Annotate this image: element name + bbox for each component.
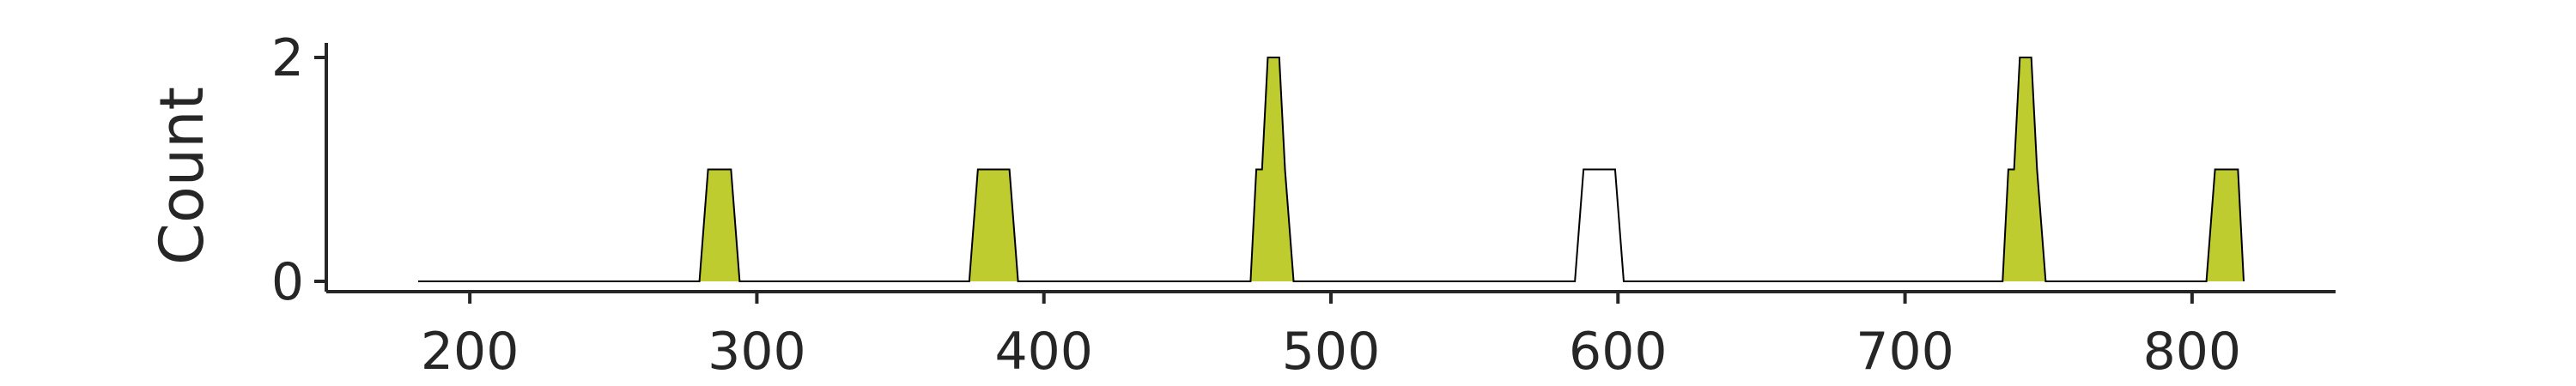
y-axis-label: Count — [147, 87, 217, 265]
y-tick-label: 2 — [271, 28, 304, 88]
x-tick-label: 300 — [708, 322, 806, 382]
filled-bar-5 — [2206, 169, 2245, 281]
outline-line — [417, 57, 2245, 282]
filled-bar-4 — [2002, 57, 2046, 281]
x-tick-label: 700 — [1856, 322, 1954, 382]
y-tick-label: 0 — [271, 252, 304, 312]
outline-layer — [417, 57, 2245, 282]
x-tick-label: 200 — [421, 322, 519, 382]
x-tick-label: 600 — [1569, 322, 1668, 382]
filled-regions — [699, 57, 2245, 281]
x-tick-label: 500 — [1282, 322, 1381, 382]
filled-bar-1 — [699, 169, 740, 281]
filled-bar-2 — [969, 169, 1018, 281]
x-tick-label: 400 — [994, 322, 1093, 382]
x-tick-label: 800 — [2143, 322, 2242, 382]
ticks: 200 300 400 500 600 700 800 0 2 — [271, 28, 2241, 382]
filled-bar-3 — [1250, 57, 1294, 281]
